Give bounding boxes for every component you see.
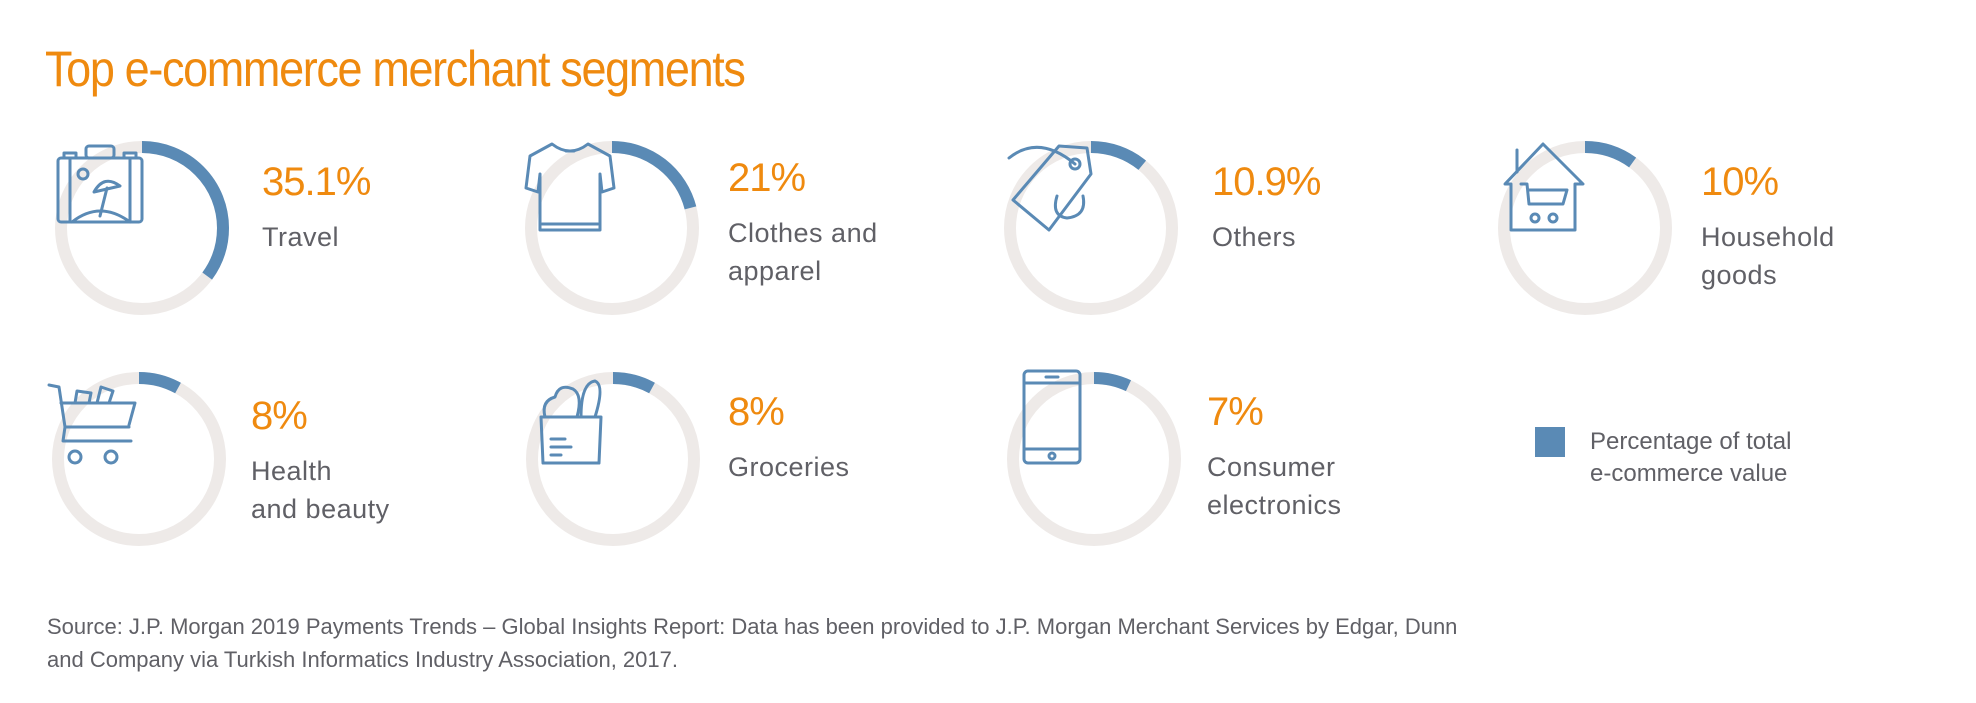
segment-value: 21% bbox=[728, 156, 806, 200]
segment-label: Consumer electronics bbox=[1207, 448, 1342, 524]
segment-label-line: and beauty bbox=[251, 494, 390, 524]
segment-value: 8% bbox=[728, 390, 785, 434]
price-tag-icon bbox=[1007, 144, 1093, 232]
ring-value-arc bbox=[1004, 141, 1178, 315]
segment-label: Groceries bbox=[728, 448, 850, 486]
segment-label: Clothes and apparel bbox=[728, 214, 878, 290]
segment-label-line: Household bbox=[1701, 222, 1835, 252]
segment-label-line: Travel bbox=[262, 222, 340, 252]
segment-value: 7% bbox=[1207, 390, 1264, 434]
tshirt-icon bbox=[524, 142, 616, 232]
segment-label-line: apparel bbox=[728, 256, 822, 286]
ring-value-arc bbox=[55, 141, 229, 315]
segment-label-line: Health bbox=[251, 456, 333, 486]
segment-value: 35.1% bbox=[262, 160, 371, 204]
smartphone-icon bbox=[1022, 369, 1082, 465]
legend-line: e-commerce value bbox=[1590, 460, 1788, 487]
legend-swatch bbox=[1535, 427, 1565, 457]
segment-label-line: Groceries bbox=[728, 452, 850, 482]
segment-ring bbox=[1493, 136, 1677, 320]
segment-ring bbox=[50, 136, 234, 320]
segment-label-line: goods bbox=[1701, 260, 1778, 290]
segment-value: 10% bbox=[1701, 160, 1779, 204]
segment-label: Household goods bbox=[1701, 218, 1835, 294]
segment-value: 10.9% bbox=[1212, 160, 1321, 204]
segment-label-line: Clothes and bbox=[728, 218, 878, 248]
segment-label-line: Others bbox=[1212, 222, 1297, 252]
segment-label: Health and beauty bbox=[251, 452, 390, 528]
legend-label: Percentage of total e-commerce value bbox=[1590, 426, 1850, 490]
source-note: Source: J.P. Morgan 2019 Payments Trends… bbox=[47, 614, 1458, 672]
segment-ring bbox=[521, 367, 705, 551]
segment-ring bbox=[999, 136, 1183, 320]
segment-label-line: electronics bbox=[1207, 490, 1342, 520]
segment-ring bbox=[47, 367, 231, 551]
ring-value-arc bbox=[52, 372, 226, 546]
legend-line: Percentage of total bbox=[1590, 428, 1792, 455]
segment-label: Others bbox=[1212, 218, 1296, 256]
ring-value-arc bbox=[525, 141, 699, 315]
grocery-bag-icon bbox=[539, 379, 603, 465]
ring-value-arc bbox=[1007, 372, 1181, 546]
house-cart-icon bbox=[1503, 142, 1585, 232]
shopping-cart-icon bbox=[47, 383, 137, 465]
segment-label-line: Consumer bbox=[1207, 452, 1336, 482]
segment-ring bbox=[520, 136, 704, 320]
suitcase-icon bbox=[56, 144, 144, 224]
ring-value-arc bbox=[526, 372, 700, 546]
segment-ring bbox=[1002, 367, 1186, 551]
segment-label: Travel bbox=[262, 218, 339, 256]
segment-value: 8% bbox=[251, 394, 308, 438]
page-title: Top e-commerce merchant segments bbox=[45, 41, 746, 97]
ring-value-arc bbox=[1498, 141, 1672, 315]
